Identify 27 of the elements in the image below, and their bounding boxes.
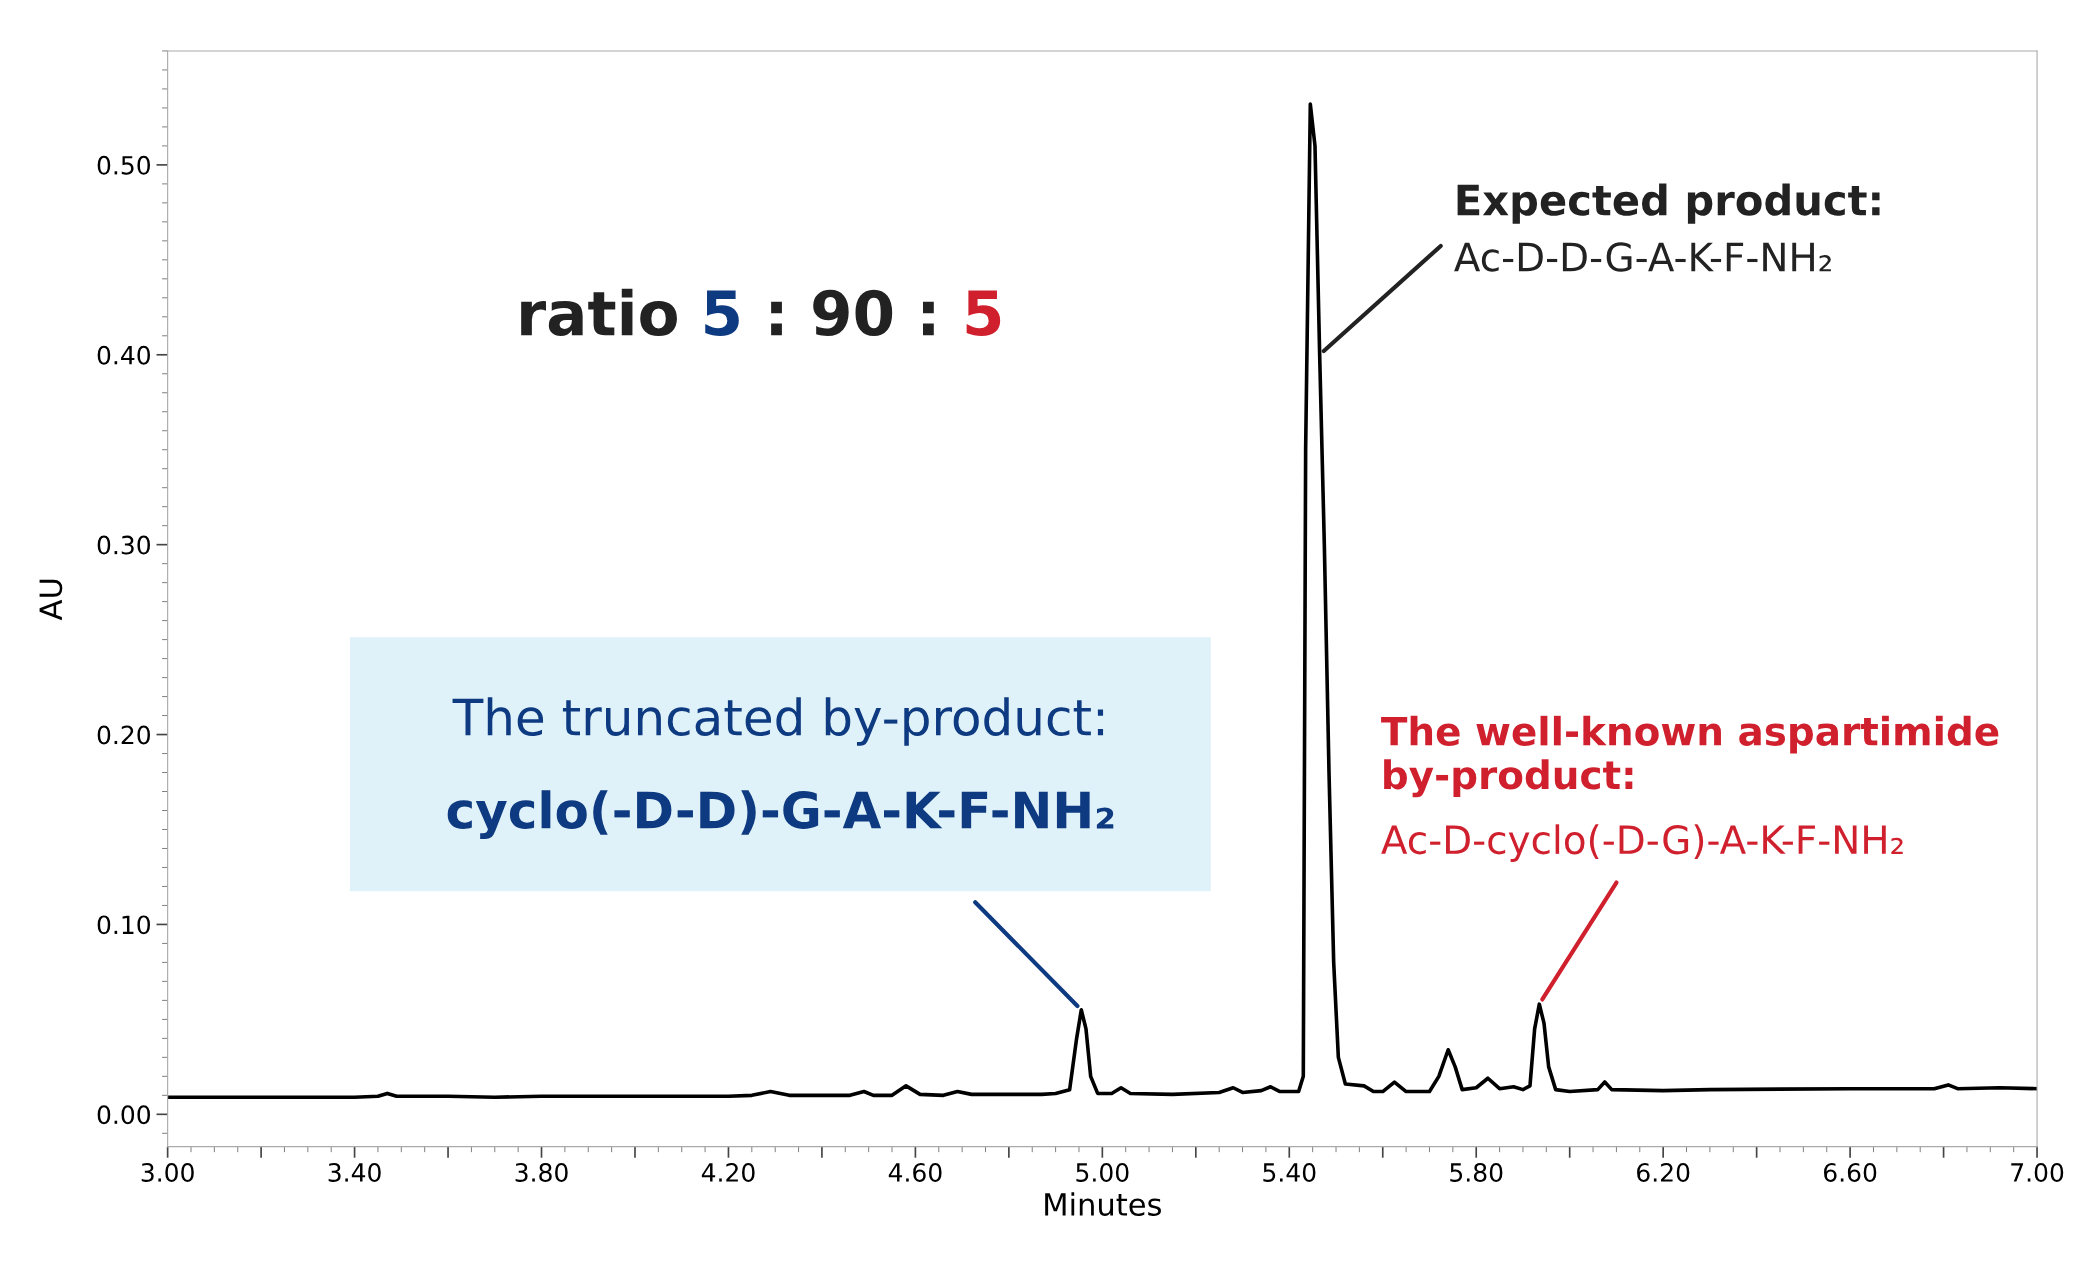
x-tick-label: 4.60 [888, 1163, 942, 1182]
annotation: Ac-D-D-G-A-K-F-NH₂ [1454, 242, 1831, 272]
x-tick-label: 5.80 [1450, 1163, 1503, 1182]
y-tick-label: 0.00 [97, 1105, 150, 1125]
y-tick-label: 0.40 [97, 345, 150, 365]
annotation: ratio 5 : 90 : 5 [521, 288, 1001, 337]
y-axis-title: AU [39, 579, 63, 621]
annotation: The well-known aspartimide by-product: [1381, 715, 1999, 798]
x-tick-label: 3.80 [515, 1163, 568, 1182]
x-tick-label: 7.00 [2011, 1163, 2064, 1182]
x-tick-label: 5.00 [1076, 1163, 1129, 1182]
y-tick-label: 0.20 [97, 725, 150, 745]
x-tick-label: 3.40 [328, 1163, 381, 1182]
x-tick-label: 6.60 [1824, 1163, 1877, 1182]
x-axis-title: Minutes [1045, 1192, 1161, 1216]
y-tick-label: 0.10 [97, 915, 150, 935]
annotation: Expected product: [1457, 183, 1880, 224]
x-tick-label: 5.40 [1263, 1163, 1316, 1182]
x-tick-label: 4.20 [701, 1163, 755, 1182]
annotation: cyclo(-D-D)-G-A-K-F-NH₂ [447, 790, 1114, 840]
annotation: Ac-D-cyclo(-D-G)-A-K-F-NH₂ [1381, 824, 1903, 862]
line-series [167, 102, 2038, 1100]
x-tick-label: 3.00 [141, 1163, 194, 1182]
y-tick-label: 0.30 [97, 535, 150, 555]
y-tick-label: 0.50 [97, 155, 150, 175]
x-tick-label: 6.20 [1637, 1163, 1690, 1182]
annotation: The truncated by-product: [452, 697, 1104, 746]
